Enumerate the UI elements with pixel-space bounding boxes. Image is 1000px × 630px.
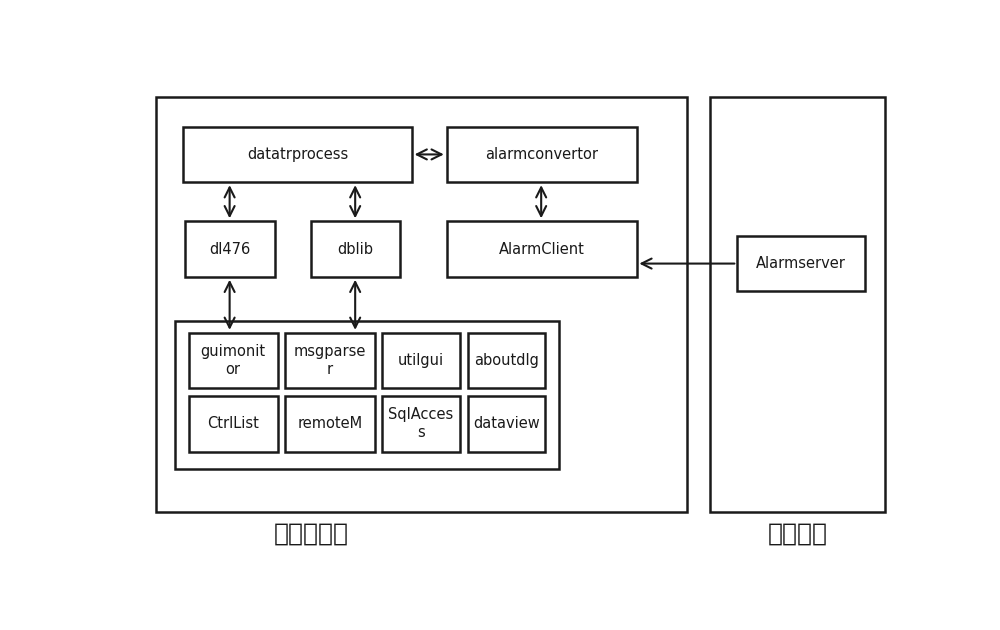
- Bar: [468, 396, 545, 452]
- Bar: [156, 98, 687, 512]
- Text: guimonit
or: guimonit or: [201, 345, 266, 377]
- Bar: [311, 221, 400, 277]
- Text: dataview: dataview: [473, 416, 540, 431]
- Bar: [737, 236, 865, 292]
- Text: dblib: dblib: [338, 241, 374, 256]
- Bar: [185, 221, 275, 277]
- Text: utilgui: utilgui: [398, 353, 444, 368]
- Bar: [175, 321, 559, 469]
- Bar: [183, 127, 412, 182]
- Text: alarmconvertor: alarmconvertor: [485, 147, 598, 162]
- Bar: [447, 221, 637, 277]
- Bar: [189, 333, 278, 389]
- Bar: [382, 333, 460, 389]
- Text: remoteM: remoteM: [297, 416, 363, 431]
- Text: 监控主机: 监控主机: [768, 522, 828, 546]
- Text: AlarmClient: AlarmClient: [499, 241, 584, 256]
- Bar: [285, 396, 375, 452]
- Bar: [382, 396, 460, 452]
- Bar: [710, 98, 885, 512]
- Bar: [447, 127, 637, 182]
- Text: SqlAcces
s: SqlAcces s: [388, 408, 454, 440]
- Bar: [189, 396, 278, 452]
- Text: CtrlList: CtrlList: [207, 416, 259, 431]
- Text: msgparse
r: msgparse r: [294, 345, 366, 377]
- Text: dl476: dl476: [209, 241, 251, 256]
- Text: 图形网关机: 图形网关机: [274, 522, 349, 546]
- Bar: [468, 333, 545, 389]
- Text: datatrprocess: datatrprocess: [247, 147, 348, 162]
- Bar: [285, 333, 375, 389]
- Text: aboutdlg: aboutdlg: [474, 353, 539, 368]
- Text: Alarmserver: Alarmserver: [756, 256, 846, 271]
